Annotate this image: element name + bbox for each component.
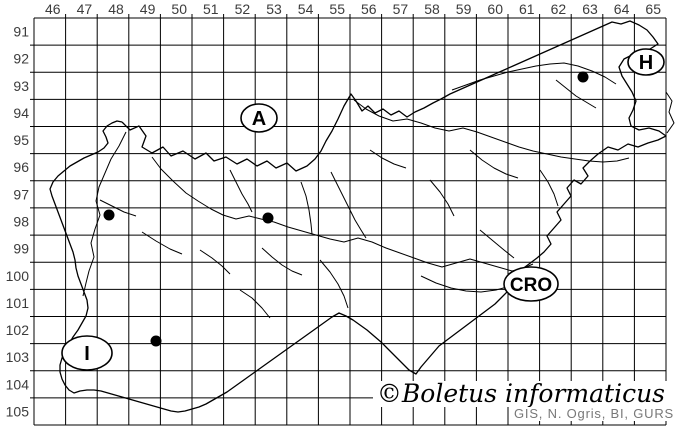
- credits-text: GIS, N. Ogris, BI, GURS: [512, 406, 676, 422]
- x-axis-label: 52: [235, 1, 251, 17]
- x-axis-label: 56: [361, 1, 377, 17]
- river-line: [369, 149, 407, 169]
- occurrence-dot: [577, 71, 589, 83]
- y-axis-label: 102: [6, 322, 30, 338]
- country-label-cro: CRO: [510, 275, 552, 296]
- x-axis-label: 54: [298, 1, 314, 17]
- y-axis-label: 96: [13, 159, 29, 175]
- country-border-outline: [49, 20, 667, 413]
- y-axis-label: 99: [13, 241, 29, 257]
- river-line: [353, 99, 630, 163]
- x-axis-label: 64: [614, 1, 630, 17]
- river-line: [141, 231, 183, 255]
- y-axis-label: 94: [13, 105, 29, 121]
- country-ellipse-i: [61, 335, 113, 371]
- y-axis-label: 97: [13, 186, 29, 202]
- river-line: [319, 259, 349, 309]
- attribution-text: ©Boletus informaticus: [372, 380, 669, 408]
- x-axis-label: 49: [140, 1, 156, 17]
- y-axis-label: 93: [13, 78, 29, 94]
- river-line: [151, 156, 534, 272]
- occurrence-dot: [150, 335, 162, 347]
- x-axis-label: 53: [266, 1, 282, 17]
- river-line: [451, 62, 617, 91]
- river-line: [429, 179, 455, 217]
- y-axis-label: 91: [13, 24, 29, 40]
- country-ellipse-h: [627, 48, 665, 76]
- river-line: [261, 247, 303, 276]
- y-axis-label: 105: [6, 403, 30, 419]
- river-line: [199, 249, 231, 275]
- country-label-h: H: [639, 52, 653, 74]
- x-axis-label: 47: [77, 1, 93, 17]
- x-axis-label: 62: [551, 1, 567, 17]
- y-axis-label: 98: [13, 214, 29, 230]
- y-axis-label: 100: [6, 268, 30, 284]
- x-axis-label: 59: [456, 1, 472, 17]
- country-ellipse-cro: [503, 266, 559, 302]
- country-ellipse-a: [240, 103, 278, 133]
- x-axis-label: 55: [329, 1, 345, 17]
- x-axis-label: 65: [645, 1, 661, 17]
- river-line: [469, 149, 519, 179]
- occurrence-dot: [262, 212, 274, 224]
- river-line: [479, 229, 515, 259]
- x-axis-label: 48: [108, 1, 124, 17]
- river-line: [99, 199, 137, 217]
- x-axis-label: 51: [203, 1, 219, 17]
- country-label-a: A: [252, 108, 266, 130]
- river-line: [300, 181, 313, 235]
- x-axis-label: 60: [487, 1, 503, 17]
- river-line: [229, 169, 253, 213]
- river-line: [330, 171, 367, 239]
- x-axis-label: 63: [582, 1, 598, 17]
- x-axis-label: 58: [424, 1, 440, 17]
- river-line: [539, 169, 559, 207]
- y-axis-label: 101: [6, 295, 30, 311]
- y-axis-label: 92: [13, 51, 29, 67]
- river-line: [82, 131, 127, 297]
- x-axis-label: 46: [45, 1, 61, 17]
- x-axis-label: 50: [171, 1, 187, 17]
- y-axis-label: 104: [6, 376, 30, 392]
- river-line: [665, 91, 675, 134]
- river-line: [239, 289, 271, 319]
- y-axis-label: 95: [13, 132, 29, 148]
- country-label-i: I: [84, 343, 90, 365]
- river-line: [555, 79, 597, 109]
- occurrence-dot: [103, 209, 115, 221]
- x-axis-label: 61: [519, 1, 535, 17]
- y-axis-label: 103: [6, 349, 30, 365]
- x-axis-label: 57: [393, 1, 409, 17]
